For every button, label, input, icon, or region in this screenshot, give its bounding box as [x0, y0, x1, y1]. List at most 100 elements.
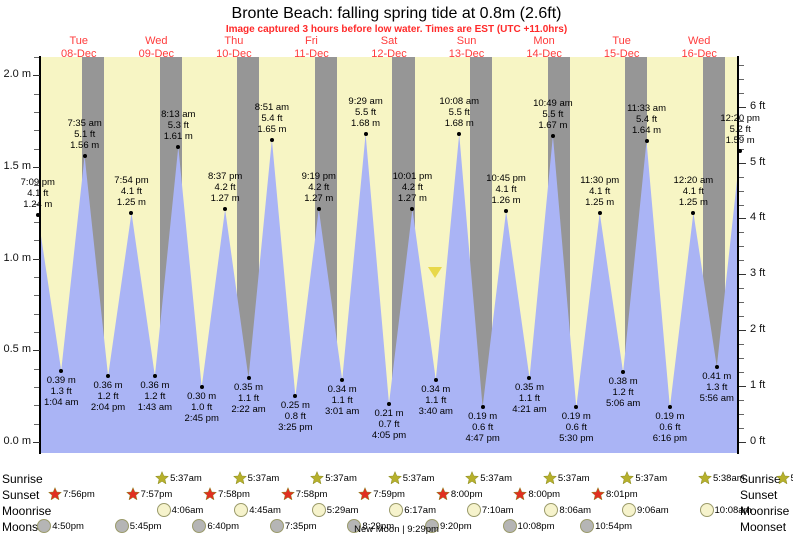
low-tide-dot	[480, 405, 485, 410]
annotation-line-1: 0.30 m	[187, 391, 217, 402]
astro-cell-sunrise-4: 5:37am	[387, 471, 434, 485]
y-minor-tick-right	[739, 358, 744, 360]
moonset-disc-icon	[114, 519, 129, 533]
low-tide-annotation: 0.36 m 1.2 ft 2:04 pm	[77, 380, 139, 413]
high-tide-annotation: 7:54 pm 4.1 ft 1.25 m	[100, 175, 162, 208]
annotation-line-3: 4:05 pm	[371, 429, 407, 441]
high-tide-dot	[597, 210, 602, 215]
sunrise-star-icon	[542, 471, 557, 485]
annotation-line-3: 1.68 m	[444, 118, 474, 129]
annotation-line-2: 4.2 ft	[401, 182, 423, 194]
astro-cell-time: 9:06am	[636, 504, 669, 516]
annotation-line-3: 1.67 m	[538, 119, 568, 131]
y-minor-tick-right	[739, 190, 744, 192]
low-tide-dot	[152, 374, 157, 378]
y-label-right: 4 ft	[750, 211, 766, 224]
astro-cell-moonrise-1: 4:06am	[156, 503, 203, 517]
astro-cell-time: 5:45pm	[129, 520, 162, 532]
y-tick-right	[739, 386, 746, 388]
astro-cell-time: 5:37am	[480, 472, 512, 484]
astro-cell-sunrise-3: 5:37am	[310, 471, 357, 485]
low-tide-annotation: 0.39 m 1.3 ft 1:04 am	[30, 375, 92, 408]
sunset-star-icon	[513, 487, 528, 501]
annotation-line-1: 7:35 am	[67, 118, 102, 129]
high-tide-dot	[644, 139, 649, 144]
annotation-line-2: 4.1 ft	[495, 184, 517, 195]
astro-cell-time: 5:38am	[791, 473, 793, 484]
annotation-line-2: 5.5 ft	[355, 107, 377, 118]
high-tide-dot	[550, 133, 555, 138]
low-tide-annotation: 0.19 m 0.6 ft 6:16 pm	[639, 411, 701, 444]
astro-cell-time: 6:40pm	[207, 520, 239, 532]
astro-row-label-sunset-left: Sunset	[2, 488, 40, 502]
y-minor-tick-right	[739, 120, 744, 122]
day-header-dow: Tue	[612, 35, 631, 47]
low-tide-dot	[340, 377, 345, 382]
annotation-line-1: 0.21 m	[374, 407, 404, 419]
annotation-line-2: 0.8 ft	[284, 411, 306, 423]
annotation-line-3: 4:21 am	[512, 403, 547, 415]
y-label-left: 1.5 m	[3, 160, 31, 172]
y-minor-tick-left	[34, 313, 39, 315]
low-tide-dot	[387, 401, 391, 406]
low-tide-dot	[527, 375, 532, 380]
y-minor-tick-left	[34, 387, 39, 388]
astro-cell-sunrise-5: 5:37am	[465, 471, 512, 485]
annotation-line-3: 4:47 pm	[465, 433, 500, 445]
astro-cell-sunset-1: 7:56pm	[48, 487, 95, 501]
low-tide-annotation: 0.34 m 1.1 ft 3:01 am	[311, 384, 373, 417]
moonrise-disc-icon	[621, 503, 636, 517]
high-tide-dot	[176, 144, 181, 149]
astro-cell-moonrise-5: 7:10am	[466, 503, 514, 517]
astro-cell-time: 5:38am	[712, 472, 745, 484]
annotation-line-1: 7:09 pm	[20, 176, 55, 188]
moonrise-disc-icon	[234, 503, 249, 517]
sunset-star-icon	[125, 487, 140, 501]
annotation-line-3: 1.25 m	[116, 196, 146, 208]
y-minor-tick-right	[739, 204, 744, 206]
astro-cell-time: 7:10am	[481, 504, 514, 516]
y-minor-tick-right	[739, 134, 744, 136]
high-tide-dot	[457, 132, 462, 136]
annotation-line-1: 0.41 m	[702, 370, 732, 382]
high-tide-annotation: 9:29 am 5.5 ft 1.68 m	[335, 96, 397, 129]
annotation-line-2: 4.1 ft	[120, 185, 143, 197]
high-tide-annotation: 8:51 am 5.4 ft 1.65 m	[241, 102, 303, 135]
y-minor-tick-right	[739, 344, 744, 346]
high-tide-dot	[316, 207, 321, 212]
astro-cell-time: 4:50pm	[52, 520, 84, 532]
annotation-line-2: 5.5 ft	[542, 108, 564, 120]
low-tide-dot	[199, 385, 204, 389]
annotation-line-1: 0.34 m	[421, 383, 451, 395]
astro-cell-sunset-4: 7:58pm	[280, 487, 327, 501]
sunset-star-icon	[435, 487, 450, 501]
annotation-line-3: 1.68 m	[351, 118, 381, 129]
annotation-line-1: 8:51 am	[254, 101, 290, 113]
y-label-right: 1 ft	[750, 379, 766, 392]
annotation-line-3: 1:43 am	[137, 402, 173, 413]
y-minor-tick-right	[739, 302, 744, 304]
annotation-line-1: 0.19 m	[655, 411, 685, 423]
astro-cell-time: 7:58pm	[218, 488, 250, 500]
annotation-line-3: 1:04 am	[44, 396, 79, 408]
sunset-star-icon	[48, 487, 63, 501]
annotation-line-2: 1.1 ft	[425, 394, 447, 406]
tide-plot-area	[40, 57, 738, 453]
annotation-line-3: 5:30 pm	[559, 433, 594, 445]
astro-cell-moonset-1: 4:50pm	[37, 519, 84, 533]
astro-row-label-sunrise-right: Sunrise	[740, 472, 781, 486]
sunrise-star-icon	[620, 471, 635, 485]
annotation-line-2: 1.1 ft	[518, 392, 541, 404]
astro-cell-moonrise-6: 8:06am	[544, 503, 591, 517]
annotation-line-1: 8:13 am	[161, 108, 196, 120]
annotation-line-2: 4.1 ft	[589, 185, 611, 197]
moonrise-disc-icon	[389, 503, 404, 517]
annotation-line-1: 0.38 m	[608, 376, 638, 388]
astro-cell-time: 5:37am	[557, 472, 590, 484]
annotation-line-1: 10:45 pm	[486, 173, 526, 184]
astro-cell-time: 10:08am	[714, 504, 752, 516]
annotation-line-1: 12:20 pm	[720, 112, 760, 124]
astro-cell-sunrise-1: 5:37am	[155, 471, 202, 485]
astro-cell-sunrise-8: 5:38am	[697, 471, 745, 485]
annotation-line-1: 11:33 am	[627, 103, 666, 115]
